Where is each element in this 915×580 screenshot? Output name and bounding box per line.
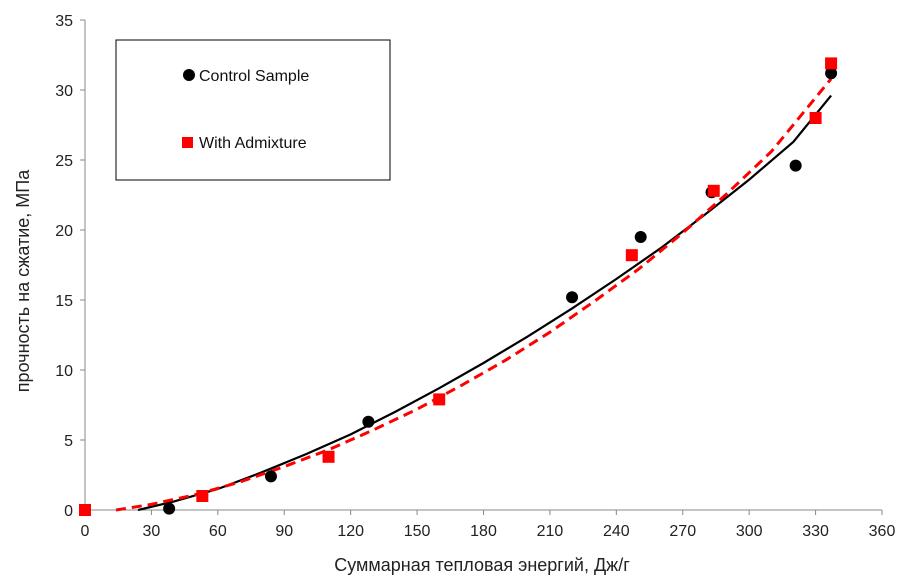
axes: 0 30 60 90 120 150 180 210 240 270 300 330 360 0 5 10 15… — [55, 13, 895, 540]
legend-box — [115, 39, 391, 181]
trendline-with-admixture — [115, 77, 833, 512]
x-tick-label: 240 — [603, 523, 630, 540]
point-control-sample — [264, 470, 277, 483]
legend-label-control-sample: Control Sample — [199, 68, 309, 85]
x-tick-label: 90 — [275, 523, 293, 540]
point-control-sample — [163, 502, 176, 515]
trendline-control-sample — [137, 94, 832, 512]
point-with-admixture — [196, 490, 209, 502]
x-tick-label: 180 — [470, 523, 497, 540]
legend: Control Sample With Admixture — [115, 39, 391, 181]
point-with-admixture — [433, 393, 446, 406]
point-control-sample — [825, 67, 838, 80]
y-axis-title: прочность на сжатие, МПа — [13, 169, 33, 392]
point-control-sample — [566, 291, 579, 304]
x-tick-label: 30 — [143, 523, 161, 540]
trendlines — [115, 77, 833, 512]
x-tick-label: 300 — [736, 523, 763, 540]
data-points — [79, 57, 838, 516]
y-tick-label: 10 — [55, 363, 73, 380]
x-tick-label: 270 — [669, 523, 696, 540]
y-tick-label: 25 — [55, 153, 73, 170]
y-tick-label: 20 — [55, 223, 73, 240]
x-tick-label: 0 — [81, 523, 90, 540]
x-tick-label: 210 — [537, 523, 564, 540]
x-tick-label: 330 — [802, 523, 829, 540]
y-tick-label: 30 — [55, 83, 73, 100]
point-with-admixture — [809, 112, 822, 124]
point-with-admixture — [79, 504, 91, 516]
y-tick-label: 5 — [64, 433, 73, 450]
point-control-sample — [789, 159, 802, 172]
legend-marker-with-admixture — [182, 137, 193, 148]
y-tick-label: 35 — [55, 13, 73, 30]
x-tick-label: 60 — [209, 523, 227, 540]
legend-marker-control-sample — [183, 69, 195, 81]
x-tick-label: 150 — [404, 523, 431, 540]
point-with-admixture — [825, 57, 838, 70]
x-tick-label: 360 — [869, 523, 896, 540]
point-control-sample — [362, 415, 375, 428]
x-axis-title: Суммарная тепловая энергий, Дж/г — [334, 555, 630, 575]
point-with-admixture — [322, 450, 335, 463]
legend-label-with-admixture: With Admixture — [199, 135, 307, 152]
y-tick-label: 0 — [64, 503, 73, 520]
point-with-admixture — [625, 249, 638, 262]
x-tick-label: 120 — [337, 523, 364, 540]
point-control-sample — [634, 231, 647, 243]
point-with-admixture — [707, 184, 720, 197]
y-tick-label: 15 — [55, 293, 73, 310]
